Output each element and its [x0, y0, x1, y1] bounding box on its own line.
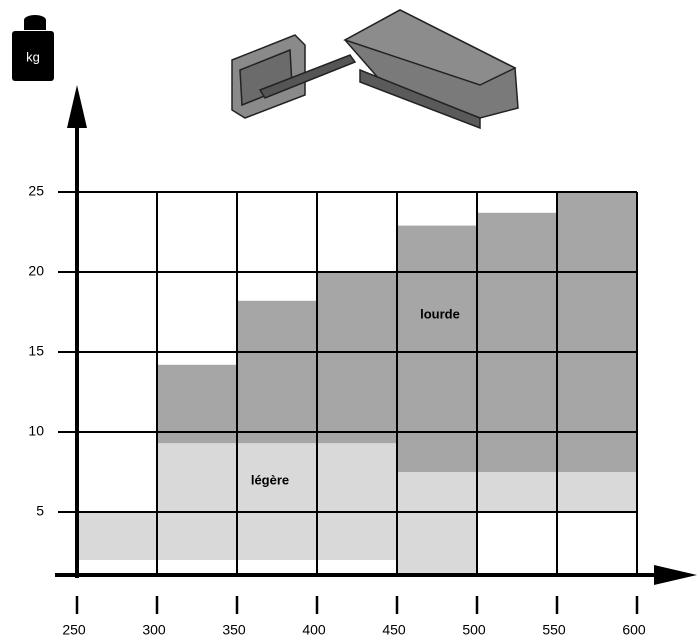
y-axis-arrow	[67, 85, 87, 128]
x-tick-label: 450	[382, 622, 406, 638]
range-bar	[237, 443, 317, 560]
y-tick-label: 10	[28, 423, 44, 439]
range-bar	[317, 443, 397, 560]
x-tick-label: 300	[142, 622, 166, 638]
range-bar	[397, 225, 477, 472]
range-bar	[237, 300, 317, 444]
x-tick-label: 350	[222, 622, 246, 638]
range-bar	[557, 192, 637, 472]
range-bar	[477, 212, 557, 473]
range-bar	[157, 364, 237, 444]
x-axis-arrow	[654, 565, 697, 585]
range-bar	[77, 512, 157, 560]
y-axis-label: kg	[26, 49, 40, 64]
y-tick-label: 20	[28, 263, 44, 279]
weight-icon: kg	[12, 15, 54, 81]
series-label: lourde	[420, 306, 460, 321]
range-bar	[397, 472, 477, 576]
y-tick-label: 5	[36, 503, 44, 519]
range-bar	[317, 272, 397, 444]
hinge-illustration	[231, 9, 519, 130]
x-tick-label: 250	[62, 622, 86, 638]
x-tick-label: 600	[622, 622, 646, 638]
range-bar	[157, 443, 237, 560]
range-bar	[477, 472, 557, 512]
x-tick-label: 400	[302, 622, 326, 638]
range-bar	[557, 472, 637, 512]
y-tick-label: 15	[28, 343, 44, 359]
y-tick-label: 25	[28, 183, 44, 199]
x-tick-label: 550	[542, 622, 566, 638]
x-tick-label: 500	[462, 622, 486, 638]
series-label: légère	[251, 472, 289, 487]
